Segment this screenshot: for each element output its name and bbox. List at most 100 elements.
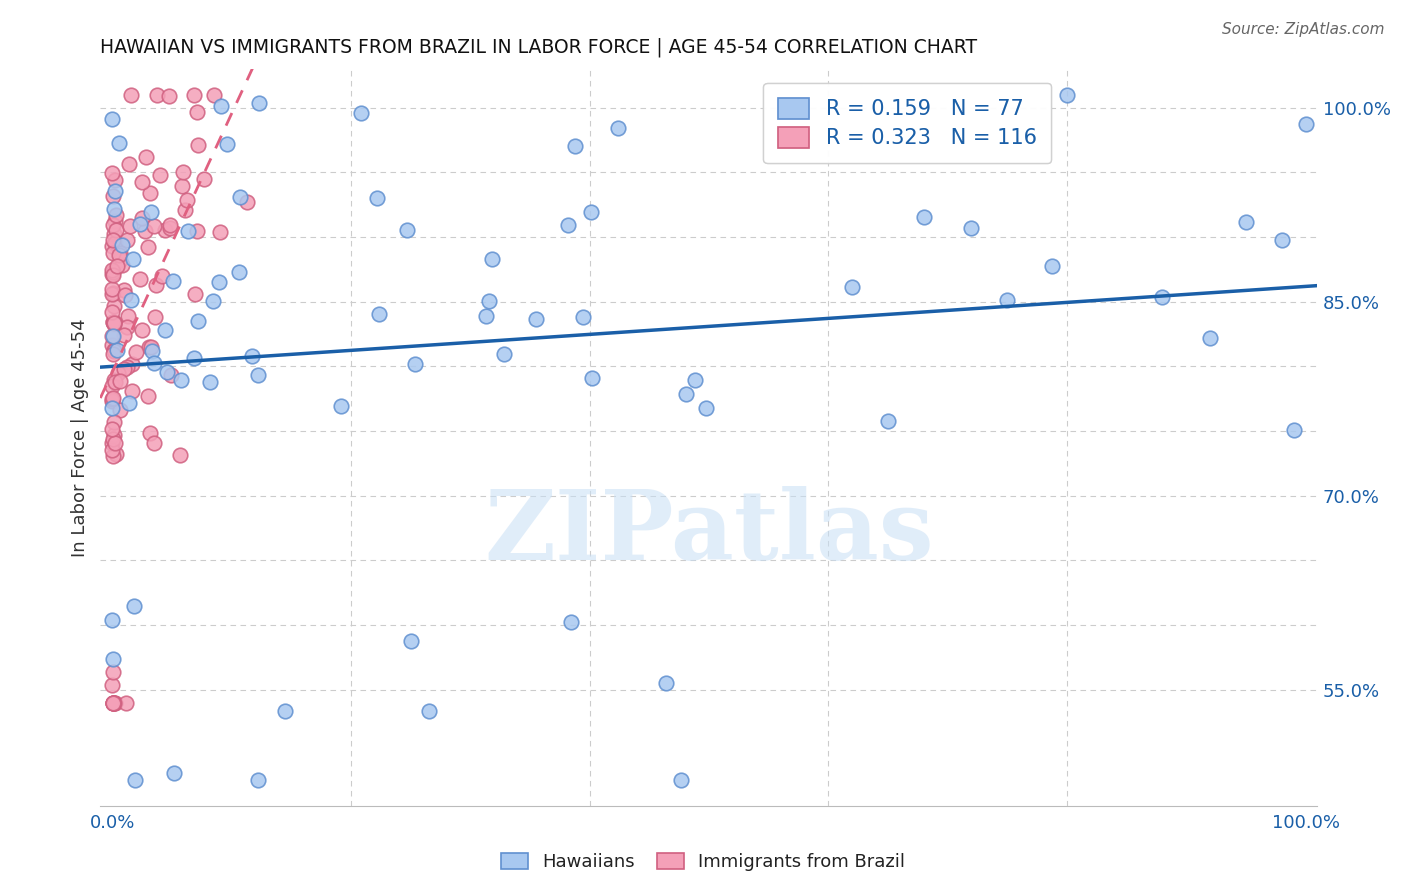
Point [103,315,125,329]
Point [160,368,183,382]
Point [104,213,127,227]
Point [104,235,127,250]
Point [155,365,177,379]
Point [103,202,125,216]
Point [176,193,198,207]
Point [108,248,131,262]
Point [101,287,124,301]
Point [368,307,391,321]
Point [143,436,166,450]
Point [101,696,124,710]
Point [208,275,231,289]
Point [1152,290,1174,304]
Point [101,218,124,232]
Point [101,391,124,405]
Point [101,233,124,247]
Point [141,205,163,219]
Point [101,337,124,351]
Point [114,696,136,710]
Point [103,246,125,260]
Point [118,396,141,410]
Point [103,318,125,332]
Point [399,634,422,648]
Point [103,173,125,187]
Point [112,362,135,376]
Point [104,696,127,710]
Point [240,349,263,363]
Point [157,88,180,103]
Point [129,217,152,231]
Point [131,323,153,337]
Point [142,219,165,233]
Point [104,435,127,450]
Point [246,368,269,382]
Point [103,317,125,331]
Point [143,356,166,370]
Point [134,224,156,238]
Point [108,403,131,417]
Point [163,765,186,780]
Point [141,341,163,355]
Point [209,225,232,239]
Point [103,696,125,710]
Point [186,137,208,152]
Point [183,351,205,366]
Point [170,178,193,193]
Point [1040,259,1063,273]
Point [138,340,160,354]
Point [125,345,148,359]
Point [103,343,125,358]
Point [141,343,163,358]
Point [149,168,172,182]
Point [581,204,603,219]
Point [101,263,124,277]
Point [202,87,225,102]
Point [131,175,153,189]
Point [122,599,145,613]
Point [101,286,124,301]
Point [115,319,138,334]
Point [101,379,124,393]
Point [101,305,124,319]
Point [103,329,125,343]
Point [172,164,194,178]
Point [1234,214,1257,228]
Point [571,310,593,325]
Point [135,151,157,165]
Point [183,287,205,301]
Point [101,282,124,296]
Point [876,414,898,428]
Point [366,191,388,205]
Point [695,401,717,416]
Point [581,371,603,385]
Point [101,268,124,282]
Point [136,239,159,253]
Point [101,347,124,361]
Point [101,696,124,710]
Point [492,347,515,361]
Point [103,428,125,442]
Point [139,186,162,201]
Point [404,357,426,371]
Point [101,696,124,710]
Point [143,310,166,324]
Point [395,223,418,237]
Point [101,443,124,458]
Point [114,288,136,302]
Point [103,651,125,665]
Point [209,99,232,113]
Text: ZIPatlas: ZIPatlas [484,486,934,581]
Point [104,375,127,389]
Point [560,615,582,630]
Point [101,432,124,446]
Point [236,194,259,209]
Legend: R = 0.159   N = 77, R = 0.323   N = 116: R = 0.159 N = 77, R = 0.323 N = 116 [763,83,1052,163]
Point [193,171,215,186]
Point [101,239,124,253]
Point [215,137,238,152]
Point [524,312,547,326]
Point [101,316,124,330]
Point [107,367,129,381]
Point [121,384,143,398]
Point [246,773,269,788]
